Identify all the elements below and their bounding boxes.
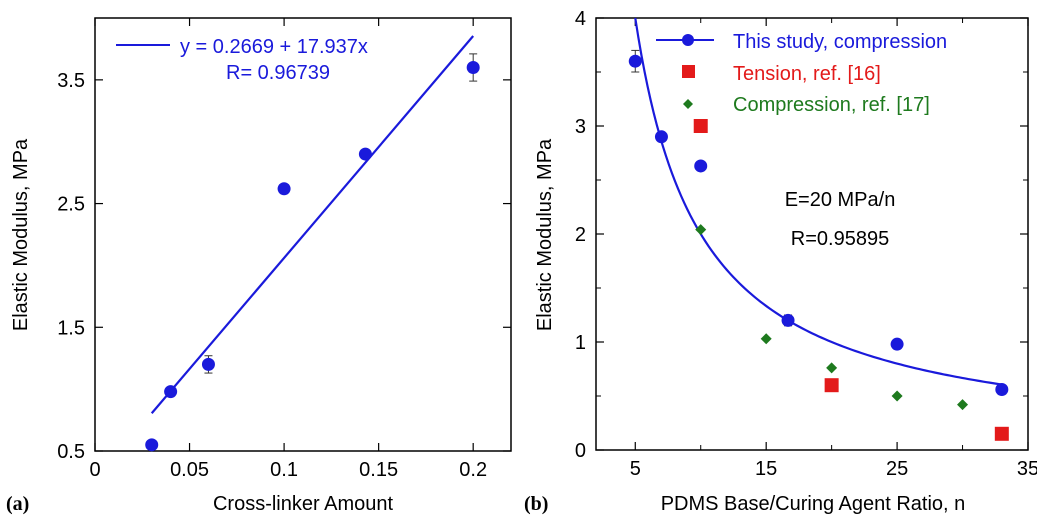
x-tick-label: 0.1 xyxy=(270,459,298,481)
data-point xyxy=(824,378,839,393)
fit-line-group xyxy=(150,35,475,414)
plot-frame xyxy=(94,17,512,452)
data-point xyxy=(694,159,708,173)
data-point xyxy=(693,119,708,133)
data-points-group xyxy=(628,49,1009,441)
legend-fit-equation: y = 0.2669 + 17.937x xyxy=(180,36,368,58)
y-tick-label: 2 xyxy=(575,224,586,246)
data-points-group xyxy=(145,53,480,452)
y-tick-label: 1.5 xyxy=(57,317,85,339)
legend-label-tension: Tension, ref. [16] xyxy=(733,63,881,85)
y-tick-label: 2.5 xyxy=(57,194,85,216)
annotation-r-value: R=0.95895 xyxy=(791,228,889,250)
panel-a: 0 0.05 0.1 0.15 0.2 0.5 1.5 2.5 3.5 y = 0.2669 +… xyxy=(6,17,512,515)
y-axis-label: Elastic Modulus, MPa xyxy=(10,138,32,331)
data-point xyxy=(466,60,480,74)
data-point xyxy=(145,438,159,452)
y-tick-label: 0.5 xyxy=(57,441,85,463)
x-axis-label: Cross-linker Amount xyxy=(213,493,394,515)
data-point xyxy=(654,130,668,144)
data-point xyxy=(890,337,904,351)
data-point xyxy=(201,357,215,371)
legend-marker-tension xyxy=(682,65,695,78)
x-axis-label: PDMS Base/Curing Agent Ratio, n xyxy=(661,493,966,515)
x-tick-label: 35 xyxy=(1017,458,1037,480)
x-tick-label: 15 xyxy=(755,458,777,480)
fit-curve-group xyxy=(634,17,1002,386)
axis-ticks: 5 15 25 35 0 1 2 3 4 xyxy=(575,8,1037,480)
y-axis-label: Elastic Modulus, MPa xyxy=(534,138,556,331)
data-point xyxy=(164,385,178,399)
data-point xyxy=(760,333,772,345)
data-point xyxy=(957,399,969,411)
annotation-fit-equation: E=20 MPa/n xyxy=(785,189,896,211)
data-point xyxy=(358,147,372,161)
legend-marker-compression-ref xyxy=(683,99,693,109)
data-point xyxy=(826,362,838,374)
panel-label-a: (a) xyxy=(6,493,29,515)
x-tick-label: 0.05 xyxy=(170,459,209,481)
x-tick-label: 0 xyxy=(89,459,100,481)
fit-line xyxy=(150,35,475,414)
y-tick-label: 4 xyxy=(575,8,586,30)
data-point xyxy=(277,182,291,196)
legend-label-compression-ref: Compression, ref. [17] xyxy=(733,94,930,116)
annotation-r-value: R= 0.96739 xyxy=(226,62,330,84)
legend-marker-this-study xyxy=(682,34,694,46)
data-point xyxy=(781,313,795,327)
x-tick-label: 0.2 xyxy=(459,459,487,481)
axis-ticks: 0 0.05 0.1 0.15 0.2 0.5 1.5 2.5 3.5 xyxy=(57,18,511,481)
x-tick-label: 5 xyxy=(630,458,641,480)
fit-curve xyxy=(634,17,1002,386)
x-tick-label: 0.15 xyxy=(359,459,398,481)
data-point xyxy=(994,426,1009,441)
x-tick-label: 25 xyxy=(886,458,908,480)
data-point xyxy=(995,383,1009,397)
y-tick-label: 3 xyxy=(575,116,586,138)
y-tick-label: 1 xyxy=(575,332,586,354)
y-tick-label: 0 xyxy=(575,440,586,462)
panel-b: 5 15 25 35 0 1 2 3 4 This study, compression Ten… xyxy=(524,8,1037,515)
legend-label-this-study: This study, compression xyxy=(733,31,947,53)
data-point xyxy=(891,390,903,402)
y-tick-label: 3.5 xyxy=(57,70,85,92)
data-point xyxy=(695,224,707,236)
panel-label-b: (b) xyxy=(524,493,548,515)
data-point xyxy=(628,54,642,68)
